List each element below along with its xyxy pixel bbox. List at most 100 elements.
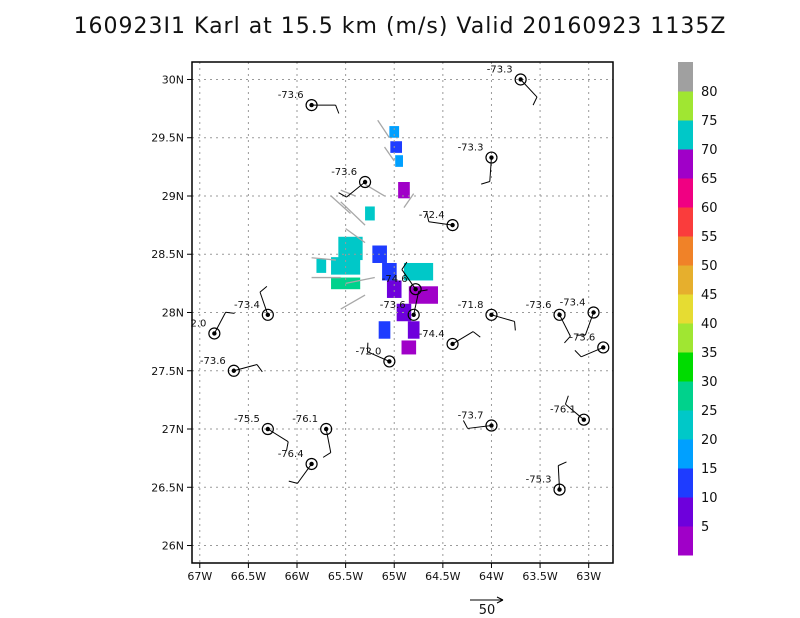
wind-barb-flag xyxy=(564,335,571,344)
y-tick-label: 28N xyxy=(162,307,184,320)
observation-label: 2.0 xyxy=(190,318,206,329)
colorbar-segment xyxy=(678,149,693,179)
observation-label: -72.4 xyxy=(419,210,445,221)
grid-lines xyxy=(192,62,613,563)
observation-label: -71.8 xyxy=(458,300,484,311)
wind-barb-flag xyxy=(574,350,582,358)
observation-ring xyxy=(553,308,566,321)
heatmap-cell xyxy=(365,206,375,221)
x-tick-label: 64.5W xyxy=(425,570,460,583)
wind-barb xyxy=(489,157,492,182)
wind-vector-arrow xyxy=(340,294,366,310)
x-axis-ticks: 67W 66.5W 66W 65.5W 65W 64.5W 64W 63.5W 63W xyxy=(187,563,601,583)
heatmap-cell xyxy=(331,257,361,275)
wind-barb xyxy=(584,312,595,336)
colorbar: 5 10 15 20 25 30 35 40 45 50 55 60 65 70 75 80 xyxy=(678,62,718,556)
colorbar-label: 30 xyxy=(701,375,718,390)
observation-ring xyxy=(407,308,420,321)
x-tick-label: 63.5W xyxy=(522,570,557,583)
colorbar-segment xyxy=(678,410,693,440)
x-tick-label: 66.5W xyxy=(231,570,266,583)
observation-ring xyxy=(261,422,274,436)
wind-barb xyxy=(401,269,417,290)
observation-ring xyxy=(587,306,600,319)
colorbar-segment xyxy=(678,236,693,266)
wind-barb xyxy=(213,312,227,334)
observation-ring xyxy=(485,419,498,432)
observation-label: -76.1 xyxy=(550,405,576,416)
colorbar-segment xyxy=(678,91,693,121)
y-tick-label: 29.5N xyxy=(151,132,184,145)
observation-label: -75.5 xyxy=(234,414,260,425)
wind-barb-flag xyxy=(481,181,490,185)
wind-barb-flag xyxy=(472,331,481,338)
y-tick-label: 27.5N xyxy=(151,365,184,378)
heatmap-cell xyxy=(389,126,400,138)
colorbar-segment xyxy=(678,381,693,411)
colorbar-segment xyxy=(678,439,693,469)
y-tick-label: 30N xyxy=(162,73,184,86)
heatmap-cell xyxy=(378,321,391,339)
wind-vector-arrow xyxy=(345,228,366,244)
colorbar-label: 60 xyxy=(701,201,718,216)
colorbar-segment xyxy=(678,497,693,527)
colorbar-label: 55 xyxy=(701,230,718,245)
wind-barb xyxy=(428,221,453,226)
colorbar-segment xyxy=(678,468,693,498)
observation-dot xyxy=(323,426,329,432)
observation-ring xyxy=(446,219,459,232)
wind-vector-arrow xyxy=(340,189,356,197)
wind-vectors xyxy=(311,119,415,310)
observation-ring xyxy=(208,327,221,340)
x-tick-label: 67W xyxy=(187,570,212,583)
observation-label: -76.4 xyxy=(278,449,304,460)
observation-ring xyxy=(227,364,240,377)
wind-barb-flag xyxy=(286,441,289,451)
wind-barb xyxy=(452,331,474,345)
wind-barb xyxy=(559,314,571,337)
observation-label: -73.6 xyxy=(380,300,406,311)
colorbar-label: 15 xyxy=(701,462,718,477)
colorbar-segment xyxy=(678,352,693,382)
observation-ring xyxy=(320,422,333,436)
x-tick-label: 66W xyxy=(285,570,310,583)
observation-label: -74.4 xyxy=(419,329,445,340)
x-tick-label: 65W xyxy=(382,570,407,583)
wind-barb-flag xyxy=(401,261,408,270)
observation-ring xyxy=(383,355,396,368)
observation-dot xyxy=(557,312,562,318)
heatmap-cell xyxy=(401,340,417,355)
heatmap-cells xyxy=(316,126,438,355)
wind-barb-flag xyxy=(558,461,567,467)
colorbar-label: 70 xyxy=(701,143,718,158)
wind-barb xyxy=(267,428,289,443)
wind-barb-flag xyxy=(256,364,263,373)
heatmap-cell xyxy=(407,321,420,339)
colorbar-segment xyxy=(678,207,693,237)
observation-label: -72.0 xyxy=(355,346,381,357)
colorbar-label: 65 xyxy=(701,172,718,187)
colorbar-label: 20 xyxy=(701,433,718,448)
heatmap-cell xyxy=(390,141,403,153)
wind-barb-flag xyxy=(288,480,298,484)
observation-label: -73.3 xyxy=(487,64,513,75)
heatmap-cell xyxy=(403,262,434,281)
wind-barb xyxy=(233,364,258,372)
observation-ring xyxy=(485,308,498,321)
colorbar-segment xyxy=(678,178,693,208)
wind-barb xyxy=(520,79,538,98)
wind-barb xyxy=(259,291,269,315)
heatmap-cell xyxy=(382,262,397,281)
wind-barb xyxy=(467,425,492,429)
wind-barb xyxy=(325,428,332,453)
wind-vector-arrow xyxy=(330,195,351,214)
heatmap-cell xyxy=(338,236,363,261)
x-tick-label: 64W xyxy=(479,570,504,583)
wind-vector-arrow xyxy=(383,146,395,162)
chart-title: 160923I1 Karl at 15.5 km (m/s) Valid 201… xyxy=(73,14,727,39)
wind-barb xyxy=(580,346,604,358)
y-tick-label: 26.5N xyxy=(151,481,184,494)
y-tick-label: 28.5N xyxy=(151,248,184,261)
wind-vector-arrow xyxy=(311,257,336,261)
observation-ring xyxy=(261,308,274,321)
